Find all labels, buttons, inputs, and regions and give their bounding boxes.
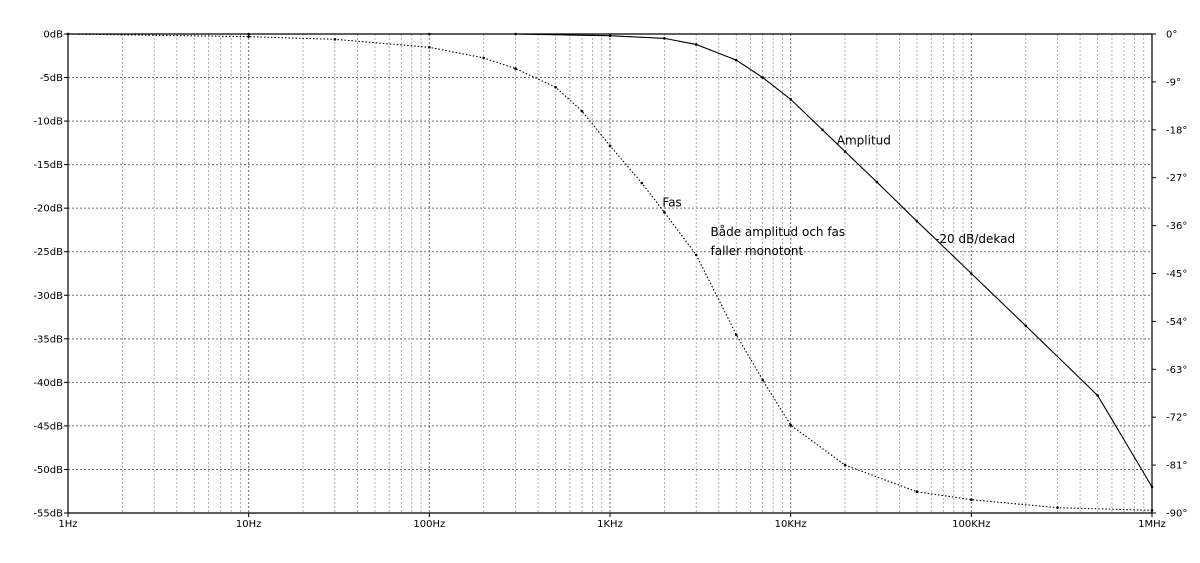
- right-tick-label: -81°: [1166, 461, 1187, 472]
- left-tick-label: -5dB: [40, 73, 63, 84]
- left-tick-label: -40dB: [33, 378, 63, 389]
- series-point-amplitud: [1024, 324, 1028, 328]
- series-line-fas: [67, 33, 1153, 511]
- series-layer: [66, 32, 1154, 512]
- x-tick-label: 1KHz: [597, 519, 623, 530]
- annotations: Amplitud Fas Både amplitud och fas faller m…: [662, 134, 1015, 259]
- series-point-amplitud: [875, 180, 879, 184]
- series-point-amplitud: [915, 219, 919, 223]
- x-tick-label: 100Hz: [413, 519, 445, 530]
- left-tick-label: -45dB: [33, 421, 63, 432]
- series-point-amplitud: [789, 98, 792, 101]
- right-tick-label: -18°: [1166, 125, 1187, 136]
- series-point-amplitud: [1096, 394, 1099, 397]
- series-point-fas: [915, 490, 919, 494]
- left-tick-label: -15dB: [33, 160, 63, 171]
- x-tick-label: 10KHz: [775, 519, 807, 530]
- x-axis-ticks: 1Hz 10Hz 100Hz 1KHz 10KHz 100KHz 1MHz: [58, 513, 1166, 530]
- series-point-fas: [580, 109, 584, 113]
- series-point-fas: [663, 210, 666, 214]
- series-point-fas: [843, 463, 847, 467]
- right-tick-label: -9°: [1166, 77, 1181, 88]
- left-tick-label: -50dB: [33, 465, 63, 476]
- left-tick-label: -30dB: [33, 291, 63, 302]
- series-point-fas: [1056, 506, 1059, 509]
- x-tick-label: 1Hz: [58, 519, 77, 530]
- x-tick-label: 1MHz: [1138, 519, 1166, 530]
- right-tick-label: -45°: [1166, 269, 1187, 280]
- left-tick-label: -35dB: [33, 334, 63, 345]
- annotation-label: -20 dB/dekad: [935, 232, 1015, 246]
- series-point-fas: [761, 378, 764, 382]
- series-point-amplitud: [514, 32, 517, 36]
- series-point-amplitud: [970, 272, 973, 275]
- right-tick-label: -36°: [1166, 221, 1187, 232]
- right-tick-label: -72°: [1166, 413, 1187, 424]
- grid: [67, 33, 1153, 514]
- x-tick-label: 10Hz: [236, 519, 262, 530]
- series-point-amplitud: [694, 43, 698, 46]
- right-tick-label: -54°: [1166, 317, 1187, 328]
- right-tick-label: 0°: [1166, 30, 1177, 41]
- annotation-label: faller monotont: [711, 244, 804, 258]
- series-point-fas: [694, 253, 698, 257]
- axes: [67, 33, 1153, 514]
- left-tick-label: -55dB: [33, 509, 63, 520]
- left-axis-ticks: 0dB -5dB -10dB -15dB -20dB -25dB -30dB -35dB -40…: [33, 30, 68, 520]
- series-point-fas: [333, 38, 337, 41]
- series-point-amplitud: [247, 32, 250, 36]
- series-point-fas: [482, 56, 486, 60]
- series-line-amplitud: [68, 33, 1153, 488]
- series-point-fas: [608, 144, 612, 148]
- annotation-label: Både amplitud och fas: [711, 225, 846, 239]
- series-point-amplitud: [428, 32, 431, 36]
- series-point-amplitud: [761, 76, 764, 79]
- x-tick-label: 100KHz: [952, 519, 990, 530]
- series-point-fas: [428, 46, 431, 49]
- annotation-label: Amplitud: [837, 134, 891, 148]
- left-tick-label: -10dB: [33, 117, 63, 128]
- series-point-amplitud: [608, 34, 612, 38]
- series-point-fas: [66, 32, 70, 36]
- right-axis-ticks: 0° -9° -18° -27° -36° -45° -54° -63° -72° -81° -90…: [1152, 30, 1187, 520]
- right-tick-label: -63°: [1166, 365, 1187, 376]
- series-point-fas: [789, 423, 792, 427]
- series-point-amplitud: [1150, 485, 1154, 489]
- series-point-fas: [514, 67, 517, 70]
- series-point-fas: [247, 35, 250, 38]
- series-point-fas: [1150, 509, 1154, 512]
- series-point-amplitud: [663, 37, 666, 40]
- series-point-amplitud: [734, 58, 738, 62]
- right-tick-label: -90°: [1166, 509, 1187, 520]
- series-point-fas: [554, 85, 557, 89]
- series-point-fas: [970, 498, 973, 501]
- left-tick-label: -20dB: [33, 204, 63, 215]
- series-point-amplitud: [821, 128, 824, 132]
- right-tick-label: -27°: [1166, 173, 1187, 184]
- series-point-amplitud: [843, 150, 847, 153]
- left-tick-label: 0dB: [43, 30, 63, 41]
- series-point-fas: [640, 181, 644, 185]
- annotation-label: Fas: [662, 195, 681, 209]
- series-point-fas: [734, 333, 738, 337]
- left-tick-label: -25dB: [33, 247, 63, 258]
